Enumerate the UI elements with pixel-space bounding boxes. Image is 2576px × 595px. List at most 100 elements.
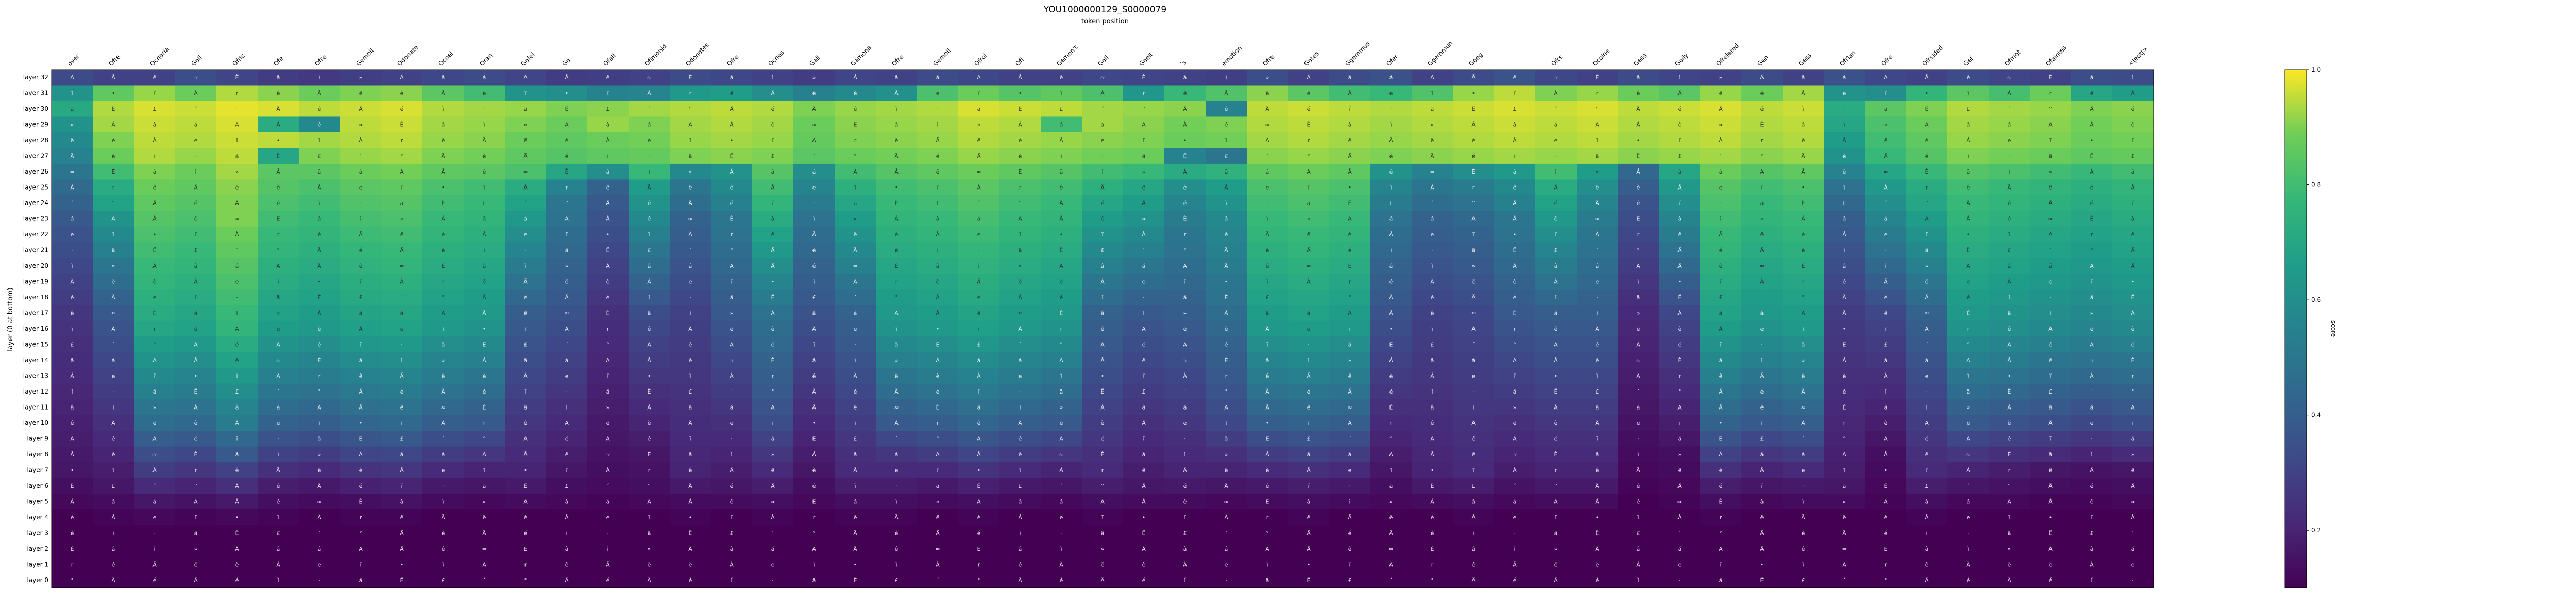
x-tick-label: Gef [1962, 55, 1975, 67]
heatmap-cell [216, 289, 258, 305]
cell-glyph: Å [1265, 404, 1269, 411]
cell-glyph: ĩ [1101, 514, 1104, 521]
cell-glyph: ĩ [1637, 279, 1639, 285]
heatmap-cell [546, 352, 588, 368]
cell-glyph: ° [2049, 106, 2052, 112]
heatmap-cell [464, 556, 505, 573]
cell-glyph: ê [1101, 216, 1105, 223]
heatmap-cell [1370, 85, 1412, 101]
heatmap-cell [1659, 258, 1701, 274]
cell-glyph: ä [1389, 483, 1393, 489]
cell-glyph: r [772, 372, 774, 379]
heatmap-cell [1577, 352, 1618, 368]
cell-glyph: A [111, 216, 115, 223]
heatmap-cell [793, 320, 835, 337]
heatmap-cell [134, 415, 176, 431]
cell-glyph: ê [524, 420, 528, 427]
cell-glyph: ° [565, 200, 568, 207]
heatmap-cell [258, 274, 299, 290]
cell-glyph: Á [1018, 122, 1022, 128]
cell-glyph: â [1060, 168, 1063, 175]
heatmap-cell [299, 399, 341, 416]
cell-glyph: ä [1967, 388, 1970, 395]
heatmap-cell [1370, 211, 1412, 227]
cell-glyph: • [318, 279, 321, 285]
cell-glyph: · [1802, 483, 1804, 489]
cell-glyph: ĭ [1843, 247, 1845, 254]
heatmap-cell [1247, 525, 1289, 541]
heatmap-cell [1989, 132, 2030, 149]
cell-glyph: » [1142, 168, 1146, 175]
cell-glyph: • [1513, 231, 1517, 238]
heatmap-cell [2030, 116, 2072, 133]
heatmap-cell [1906, 132, 1948, 149]
y-tick-label: layer 22 [23, 231, 48, 238]
cell-glyph: é [1431, 530, 1434, 536]
cell-glyph: » [1101, 546, 1105, 552]
heatmap-cell [1535, 462, 1577, 479]
cell-glyph: Ä [152, 200, 157, 207]
heatmap-cell [505, 132, 547, 149]
cell-glyph: • [1389, 326, 1393, 332]
cell-glyph: ì [1967, 546, 1969, 552]
heatmap-cell [1329, 132, 1371, 149]
heatmap-cell [1535, 305, 1577, 321]
cell-glyph: Á [2007, 404, 2011, 411]
heatmap-cell [2112, 305, 2154, 321]
heatmap-cell [93, 242, 134, 259]
cell-glyph: ì [2090, 451, 2092, 458]
heatmap-cell [1247, 399, 1289, 416]
heatmap-cell [1700, 258, 1742, 274]
heatmap-cell [1783, 540, 1824, 557]
heatmap-cell [1082, 572, 1124, 588]
cell-glyph: ï [1925, 467, 1928, 473]
cell-glyph: Ã [606, 561, 610, 568]
cell-glyph: Ã [771, 90, 775, 97]
cell-glyph: Â [2131, 184, 2135, 191]
heatmap-cell [958, 352, 1000, 368]
heatmap-cell [1082, 478, 1124, 494]
cell-glyph: ì [71, 263, 73, 269]
heatmap-cell [1783, 572, 1824, 588]
heatmap-cell [1206, 462, 1247, 479]
cell-glyph: ï [2090, 514, 2093, 521]
cell-glyph: ĩ [1348, 326, 1351, 332]
heatmap-cell [1206, 116, 1247, 133]
heatmap-cell [1865, 195, 1907, 211]
heatmap-cell [1741, 431, 1783, 447]
cell-glyph: Â [894, 90, 899, 97]
heatmap-cell [629, 556, 670, 573]
cell-glyph: ° [1802, 294, 1805, 301]
heatmap-cell [711, 320, 753, 337]
cell-glyph: Á [70, 498, 74, 505]
heatmap-cell [1577, 100, 1618, 117]
heatmap-cell [1288, 305, 1330, 321]
cell-glyph: È [854, 122, 857, 128]
cell-glyph: ê [1843, 168, 1846, 175]
heatmap-cell [1947, 258, 1989, 274]
cell-glyph: r [689, 90, 692, 97]
cell-glyph: r [1514, 326, 1516, 332]
heatmap-cell [2030, 525, 2072, 541]
cell-glyph: È [1307, 122, 1311, 128]
heatmap-cell [1453, 556, 1495, 573]
heatmap-cell [1535, 525, 1577, 541]
heatmap-cell [422, 462, 464, 479]
cell-glyph: • [483, 326, 486, 332]
cell-glyph: ° [277, 247, 280, 254]
cell-glyph: ä [1225, 435, 1228, 442]
heatmap-cell [1783, 336, 1824, 353]
cell-glyph: r [1555, 467, 1557, 473]
cell-glyph: » [936, 498, 940, 505]
cell-glyph: Á [276, 168, 280, 175]
heatmap-cell [2030, 179, 2072, 196]
plot-frame [51, 69, 2154, 588]
heatmap-cell [340, 431, 382, 447]
heatmap-cell [1494, 211, 1536, 227]
heatmap-cell [917, 85, 959, 101]
heatmap-cell [1494, 399, 1536, 416]
cell-glyph: ĭ [277, 577, 279, 584]
cell-glyph: â [1513, 122, 1517, 128]
heatmap-cell [1206, 226, 1247, 243]
heatmap-cell [876, 85, 918, 101]
